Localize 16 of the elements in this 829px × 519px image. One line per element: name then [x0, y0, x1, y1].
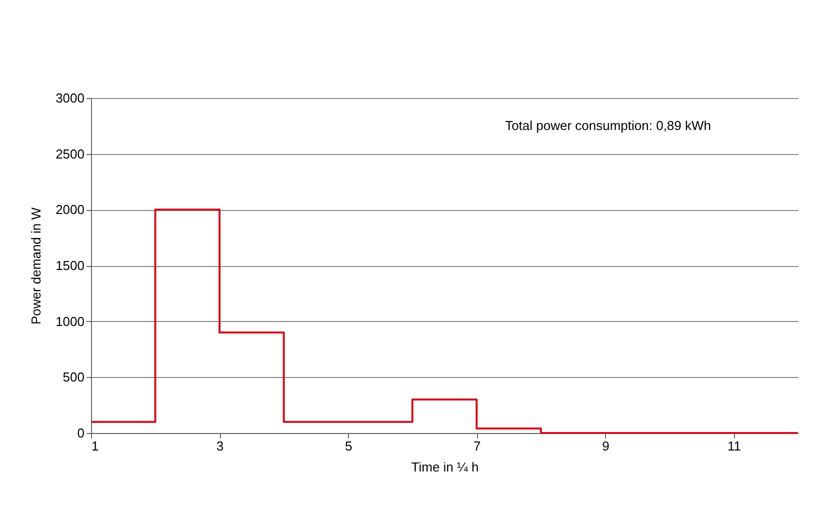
- y-tick-label: 2500: [56, 146, 84, 162]
- x-tick-label: 3: [216, 438, 224, 454]
- x-axis-title: Time in ¼ h: [411, 460, 479, 474]
- x-tick-label: 5: [344, 438, 352, 454]
- x-tick-label: 11: [727, 438, 741, 454]
- y-tick-label: 3000: [56, 90, 84, 106]
- x-tick-label: 9: [602, 438, 610, 454]
- y-tick-label: 500: [62, 370, 84, 385]
- x-tick-label: 7: [474, 438, 481, 454]
- y-tick-label: 2000: [56, 202, 84, 218]
- y-tick-label: 1000: [56, 314, 84, 329]
- x-tick-label: 1: [92, 438, 99, 454]
- annotation: Total power consumption: 0,89 kWh: [505, 118, 711, 133]
- y-axis-title: Power demand in W: [28, 206, 44, 325]
- y-tick-label: 1500: [56, 258, 84, 273]
- y-tick-label: 0: [77, 426, 84, 440]
